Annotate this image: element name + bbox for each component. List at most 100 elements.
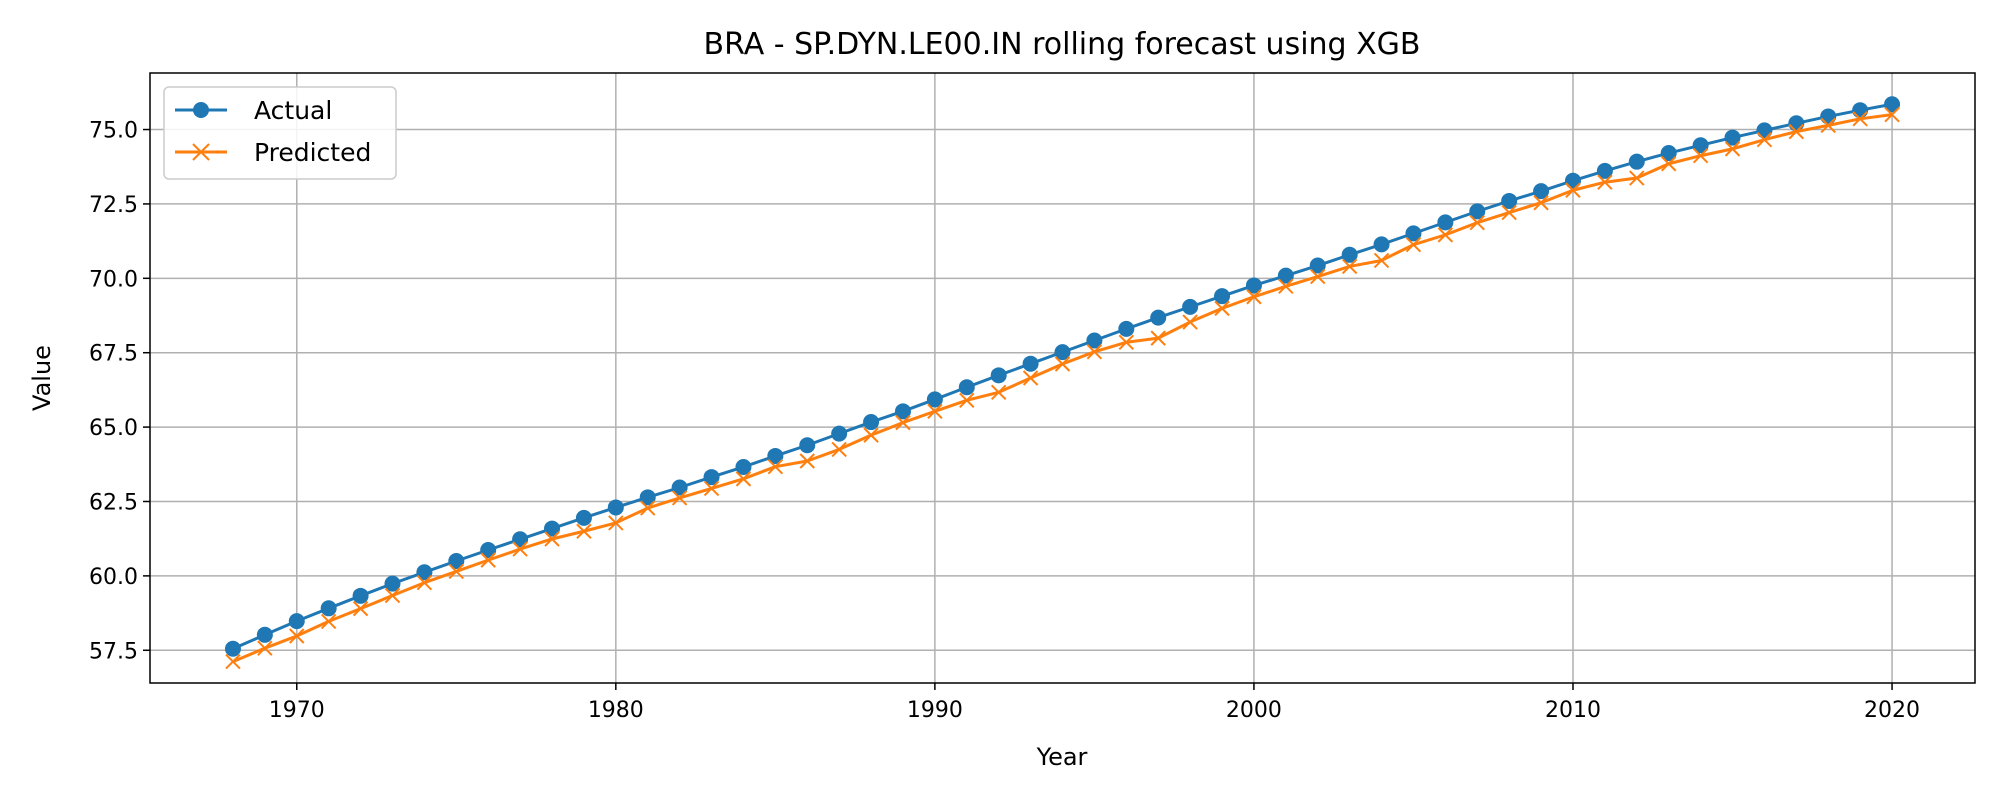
data-point-actual [1724,129,1741,146]
data-point-predicted [1629,170,1645,186]
data-point-actual [1533,183,1550,200]
data-point-predicted [576,523,592,539]
data-point-actual [958,379,975,396]
data-point-predicted [1597,174,1613,190]
data-point-actual [1437,214,1454,231]
data-point-predicted [671,490,688,506]
data-point-predicted [990,384,1007,400]
data-point-predicted [959,392,975,409]
data-point-actual [288,613,305,630]
data-point-actual [1660,145,1677,162]
data-point-actual [926,391,943,408]
data-point-predicted [831,441,847,458]
data-point-actual [416,564,433,581]
data-point-actual [894,403,911,420]
data-point-actual [767,447,784,464]
data-point-actual [1820,108,1837,125]
data-point-predicted [1724,141,1741,157]
data-point-predicted [320,613,337,630]
data-point-predicted [1118,334,1135,350]
data-point-actual [1692,137,1709,154]
data-point-predicted [1533,195,1549,211]
data-point-predicted [1054,356,1071,372]
data-point-actual [1564,172,1581,189]
data-point-actual [831,425,848,442]
data-point-actual [320,600,337,617]
y-tick-label: 72.5 [89,193,138,218]
data-point-actual [990,367,1007,384]
data-point-actual [1054,344,1071,361]
x-tick-label: 2020 [1864,698,1920,723]
x-axis-title: Year [1036,743,1088,771]
data-point-actual [1628,153,1645,170]
data-point-predicted [1565,182,1581,198]
data-point-actual [480,541,497,558]
x-tick-label: 1970 [269,698,325,723]
x-tick-label: 2010 [1545,698,1601,723]
data-point-actual [1341,246,1358,263]
data-point-predicted [703,480,720,497]
data-point-actual [1756,122,1773,139]
data-point-predicted [1788,123,1805,140]
data-point-predicted [1341,258,1358,275]
data-point-actual [1118,320,1135,337]
ticks: 1970 1980 1990 2000 2010 2020 57.5 60.0 62.5 65.0… [89,119,1920,723]
data-point-predicted [480,552,496,568]
data-point-actual [224,640,241,657]
legend-actual-label: Actual [254,96,332,125]
data-point-actual [448,553,465,569]
data-point-predicted [225,653,241,670]
data-point-predicted [1660,156,1677,172]
data-point-predicted [1501,204,1517,221]
data-point-predicted [1692,148,1709,164]
data-point-actual [1596,162,1613,179]
data-point-actual [639,489,656,506]
data-point-actual [607,499,624,516]
chart-title: BRA - SP.DYN.LE00.IN rolling forecast us… [703,27,1420,62]
data-point-predicted [799,453,815,469]
data-point-predicted [384,587,401,604]
data-point-actual [1214,288,1231,305]
data-point-predicted [1884,106,1900,123]
data-point-predicted [1150,330,1166,346]
data-point-predicted [352,600,369,617]
data-point-predicted [895,414,911,431]
data-point-predicted [416,575,433,591]
data-point-actual [735,458,752,475]
series-layer [224,96,1901,670]
data-point-actual [1405,225,1422,242]
y-tick-label: 57.5 [89,639,138,664]
data-point-actual [1788,115,1805,132]
data-point-predicted [1086,344,1103,360]
x-tick-label: 1980 [588,698,644,723]
data-point-actual [1309,257,1326,274]
data-point-predicted [1405,236,1422,253]
data-point-actual [1150,309,1167,326]
data-point-predicted [1469,214,1485,231]
legend-actual-marker [193,102,209,118]
data-point-actual [1373,236,1390,253]
data-point-actual [1884,96,1901,113]
data-point-actual [1022,355,1039,372]
data-point-actual [703,469,720,486]
data-point-actual [544,520,561,537]
x-tick-label: 2000 [1226,698,1282,723]
legend-predicted-marker [192,143,210,161]
data-point-actual [1277,267,1294,284]
y-tick-label: 65.0 [89,416,138,441]
y-tick-label: 75.0 [89,119,138,144]
data-point-predicted [1756,131,1773,148]
data-point-predicted [1820,117,1836,134]
data-point-predicted [1022,370,1039,386]
y-tick-label: 62.5 [89,490,138,515]
data-point-predicted [1310,268,1326,285]
data-point-predicted [767,458,784,475]
data-point-actual [1469,203,1486,220]
data-point-predicted [1437,227,1454,243]
data-point-predicted [448,563,465,580]
x-tick-label: 1990 [907,698,963,723]
data-point-predicted [1214,300,1230,317]
data-point-actual [799,437,816,454]
data-point-actual [863,414,880,431]
